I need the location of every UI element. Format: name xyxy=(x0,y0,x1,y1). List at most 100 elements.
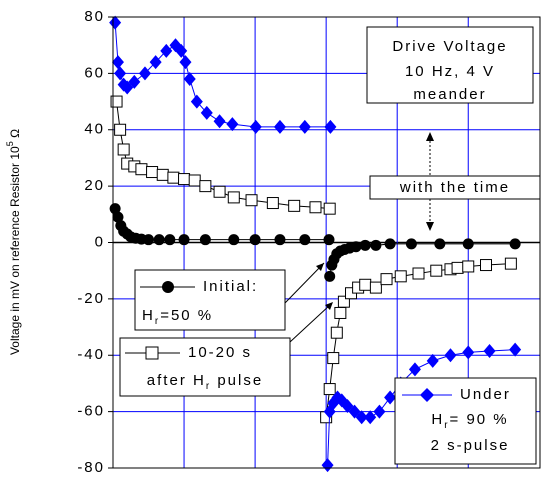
data-point xyxy=(183,72,196,87)
y-tick-label: -80 xyxy=(77,459,105,476)
data-point xyxy=(188,174,201,187)
series-layer xyxy=(109,15,522,473)
data-point xyxy=(249,234,261,246)
data-point xyxy=(109,15,122,30)
data-point xyxy=(128,74,141,89)
data-point xyxy=(324,119,337,134)
legend-note: 2 s-pulse xyxy=(431,437,510,454)
data-point xyxy=(430,264,443,277)
data-point xyxy=(153,234,165,246)
data-point xyxy=(110,95,123,108)
data-point xyxy=(288,199,301,212)
data-point xyxy=(330,326,343,339)
data-point xyxy=(323,202,336,215)
y-tick-label: -20 xyxy=(77,290,105,307)
data-point xyxy=(444,348,457,363)
pointer xyxy=(284,262,325,304)
y-tick-label: 40 xyxy=(84,121,105,138)
legend: Initial: Hr=50 % 10-20 s after Hr pulse … xyxy=(119,269,537,465)
data-point xyxy=(405,238,417,250)
y-tick-label: 60 xyxy=(84,64,105,81)
data-point xyxy=(299,234,311,246)
data-point xyxy=(114,66,127,81)
plot-frame xyxy=(112,16,541,469)
data-point xyxy=(146,166,159,179)
data-point xyxy=(298,119,311,134)
data-point xyxy=(483,344,496,359)
pointer xyxy=(289,304,331,343)
data-point xyxy=(274,234,286,246)
data-point xyxy=(369,281,382,294)
annotation: Drive Voltage xyxy=(392,38,507,55)
data-point xyxy=(327,352,340,365)
data-point xyxy=(334,306,347,319)
data-point xyxy=(178,234,190,246)
legend-note: after Hr pulse xyxy=(147,372,263,392)
data-point xyxy=(273,119,286,134)
legend-marker xyxy=(420,388,434,402)
data-point xyxy=(408,362,421,377)
data-point xyxy=(384,238,396,250)
data-point xyxy=(509,238,521,250)
data-point xyxy=(112,211,124,223)
annotation-box xyxy=(369,175,541,200)
data-point xyxy=(426,353,439,368)
annotation-box xyxy=(366,26,534,104)
data-point xyxy=(121,80,134,95)
y-tick-label: 20 xyxy=(84,177,105,194)
annotation: with the time xyxy=(399,179,510,196)
annotation: 10 Hz, 4 V xyxy=(405,63,495,80)
data-point xyxy=(143,234,155,246)
data-point xyxy=(394,270,407,283)
data-point xyxy=(337,295,350,308)
legend-note: Hr= 90 % xyxy=(431,411,508,431)
data-point xyxy=(213,114,226,129)
y-tick-label: 80 xyxy=(84,8,105,25)
data-point xyxy=(323,383,336,396)
y-tick-label: -40 xyxy=(77,346,105,363)
data-point xyxy=(149,55,162,70)
data-point xyxy=(200,105,213,120)
legend-marker xyxy=(162,281,174,293)
data-point xyxy=(178,173,191,186)
legend-label: 10-20 s xyxy=(188,344,252,361)
data-point xyxy=(370,239,382,251)
legend-box xyxy=(394,377,537,465)
legend-label: Initial: xyxy=(203,278,258,295)
data-point xyxy=(373,404,386,419)
data-point xyxy=(462,260,475,273)
data-point xyxy=(109,203,121,215)
data-point xyxy=(323,234,335,246)
data-point xyxy=(226,117,239,132)
data-point xyxy=(213,185,226,198)
data-point xyxy=(249,119,262,134)
data-point xyxy=(364,410,377,425)
data-point xyxy=(199,234,211,246)
data-point xyxy=(179,55,192,70)
data-point xyxy=(509,342,522,357)
data-point xyxy=(451,261,464,274)
data-point xyxy=(167,171,180,184)
data-point xyxy=(480,259,493,272)
data-point xyxy=(384,390,397,405)
annotation: meander xyxy=(413,86,486,103)
legend-marker xyxy=(145,346,159,360)
data-point xyxy=(164,234,176,246)
data-point xyxy=(412,267,425,280)
data-point xyxy=(462,345,475,360)
data-point xyxy=(138,66,151,81)
y-tick-label: 0 xyxy=(95,233,105,250)
y-axis-label: Voltage in mV on reference Resistor 105 … xyxy=(5,129,22,355)
legend-note: Hr=50 % xyxy=(142,307,213,327)
data-point xyxy=(355,410,368,425)
data-point xyxy=(111,55,124,70)
data-point xyxy=(380,273,393,286)
legend-label: Under xyxy=(460,386,511,403)
data-point xyxy=(321,458,334,473)
data-point xyxy=(245,194,258,207)
data-point xyxy=(228,234,240,246)
arrowhead xyxy=(316,263,333,310)
data-point xyxy=(266,197,279,210)
data-point xyxy=(114,123,127,136)
